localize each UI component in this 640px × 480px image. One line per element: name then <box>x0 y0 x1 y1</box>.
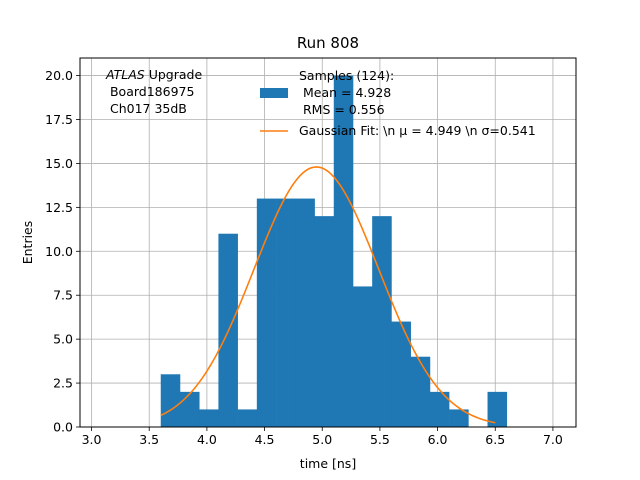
y-tick-label: 0.0 <box>53 420 73 435</box>
histogram-bar <box>410 356 431 427</box>
y-tick-label: 2.5 <box>53 376 73 391</box>
histogram-bar <box>180 391 200 427</box>
legend-histogram-label: Samples (124): Mean = 4.928 RMS = 0.556 <box>299 68 394 117</box>
histogram-bar <box>372 216 392 427</box>
y-tick-label: 12.5 <box>45 200 73 215</box>
histogram-bar <box>391 321 411 427</box>
annotation-atlas: ATLAS <box>105 67 145 82</box>
annotation-line-1: ATLAS Upgrade <box>105 67 202 82</box>
axes-frame <box>79 57 577 428</box>
legend-histogram-swatch <box>260 88 288 98</box>
x-axis-label: time [ns] <box>300 456 356 471</box>
legend-histogram-line: RMS = 0.556 <box>299 102 385 117</box>
x-tick-label: 3.0 <box>82 432 102 447</box>
histogram-bar <box>314 216 335 427</box>
histogram-bar <box>276 198 296 427</box>
y-tick-label: 5.0 <box>53 332 73 347</box>
annotation-line-3: Ch017 35dB <box>106 101 187 116</box>
y-tick-label: 10.0 <box>45 244 73 259</box>
histogram-bar <box>237 409 258 427</box>
legend-fit-label: Gaussian Fit: \n μ = 4.949 \n σ=0.541 <box>299 123 536 138</box>
y-axis-label: Entries <box>20 221 35 265</box>
atlas-annotation: ATLAS Upgrade Board186975 Ch017 35dB <box>105 67 202 116</box>
annotation-line-2: Board186975 <box>106 84 194 99</box>
histogram-bar <box>256 198 277 427</box>
y-tick-label: 17.5 <box>45 112 73 127</box>
histogram-bar <box>487 391 508 427</box>
histogram-bar <box>199 409 219 427</box>
legend: Samples (124): Mean = 4.928 RMS = 0.556 … <box>260 68 536 138</box>
chart-title: Run 808 <box>297 34 359 52</box>
histogram-bar <box>333 75 354 428</box>
x-tick-label: 5.5 <box>370 432 390 447</box>
y-tick-label: 7.5 <box>53 288 73 303</box>
legend-histogram-line: Mean = 4.928 <box>299 85 391 100</box>
x-tick-label: 3.5 <box>139 432 159 447</box>
x-tick-label: 6.0 <box>428 432 448 447</box>
histogram-bar <box>295 198 315 427</box>
histogram-bar <box>449 409 469 427</box>
x-tick-label: 6.5 <box>485 432 505 447</box>
y-tick-label: 15.0 <box>45 156 73 171</box>
annotation-upgrade: Upgrade <box>145 67 203 82</box>
y-tick-label: 20.0 <box>45 68 73 83</box>
x-tick-label: 4.0 <box>197 432 217 447</box>
histogram-bar <box>353 286 373 427</box>
x-tick-label: 4.5 <box>255 432 275 447</box>
axis-ticks: 3.0 3.5 4.0 4.5 5.0 5.5 6.0 6.5 7.0 0.0 2.5 5.0 7.5 1… <box>45 68 563 447</box>
legend-histogram-line: Samples (124): <box>299 68 394 83</box>
x-tick-label: 5.0 <box>312 432 332 447</box>
x-tick-label: 7.0 <box>543 432 563 447</box>
histogram-bar <box>160 374 181 427</box>
histogram-bar <box>429 391 450 427</box>
gaussian-fit-line <box>160 166 496 424</box>
